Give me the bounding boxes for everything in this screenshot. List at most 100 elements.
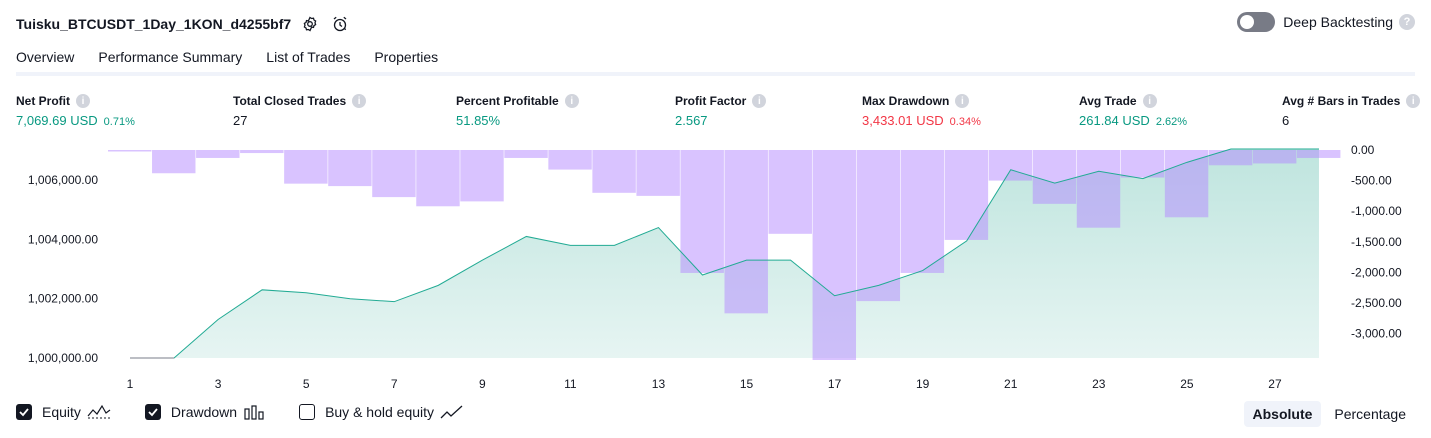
stat-percent: 0.71% xyxy=(103,116,135,128)
drawdown-bar[interactable] xyxy=(196,150,240,158)
info-icon[interactable]: i xyxy=(564,94,579,108)
drawdown-bar[interactable] xyxy=(284,150,328,184)
deep-backtesting-label: Deep Backtesting xyxy=(1283,14,1393,30)
stat-label: Total Closed Trades xyxy=(233,94,347,108)
stat-label: Percent Profitable xyxy=(456,94,559,108)
drawdown-checkbox[interactable] xyxy=(144,404,161,420)
stat-net-profit: Net Profit i 7,069.69 USD 0.71% xyxy=(16,94,135,128)
drawdown-bar[interactable] xyxy=(548,150,592,170)
x-tick-label: 5 xyxy=(303,377,310,391)
stat-label: Net Profit xyxy=(16,94,70,108)
tab-overview[interactable]: Overview xyxy=(16,44,75,76)
tab-performance-summary[interactable]: Performance Summary xyxy=(98,49,243,65)
drawdown-bar[interactable] xyxy=(812,150,857,360)
drawdown-bar[interactable] xyxy=(416,150,460,207)
drawdown-bar[interactable] xyxy=(1032,150,1077,204)
y-left-tick-label: 1,000,000.00 xyxy=(28,351,98,365)
drawdown-bar[interactable] xyxy=(1164,150,1209,218)
drawdown-bar[interactable] xyxy=(944,150,989,240)
x-tick-label: 13 xyxy=(652,377,666,391)
help-icon[interactable]: ? xyxy=(1399,14,1415,30)
drawdown-bar[interactable] xyxy=(240,150,284,154)
x-tick-label: 25 xyxy=(1180,377,1194,391)
x-tick-label: 11 xyxy=(564,377,577,391)
info-icon[interactable]: i xyxy=(76,94,90,108)
equity-line-icon xyxy=(87,404,111,420)
stat-avg-trade: Avg Trade i 261.84 USD 2.62% xyxy=(1079,94,1187,128)
drawdown-bar[interactable] xyxy=(460,150,504,202)
x-tick-label: 1 xyxy=(127,377,134,391)
drawdown-bar[interactable] xyxy=(1208,150,1253,166)
drawdown-bar[interactable] xyxy=(108,150,152,152)
buy-hold-line-icon xyxy=(440,404,464,420)
drawdown-bar[interactable] xyxy=(1252,150,1297,164)
drawdown-bar[interactable] xyxy=(372,150,416,198)
drawdown-bar[interactable] xyxy=(152,150,196,174)
drawdown-bar[interactable] xyxy=(636,150,680,196)
legend-buy-hold[interactable]: Buy & hold equity xyxy=(299,404,464,420)
drawdown-bar[interactable] xyxy=(724,150,768,314)
stat-label: Avg # Bars in Trades xyxy=(1282,94,1401,108)
stat-value: 3,433.01 USD xyxy=(862,113,944,128)
stat-value: 7,069.69 USD xyxy=(16,113,98,128)
x-tick-label: 21 xyxy=(1004,377,1018,391)
x-tick-label: 17 xyxy=(828,377,842,391)
y-right-tick-label: -2,000.00 xyxy=(1351,265,1402,279)
stat-max-drawdown: Max Drawdown i 3,433.01 USD 0.34% xyxy=(862,94,981,128)
strategy-name[interactable]: Tuisku_BTCUSDT_1Day_1KON_d4255bf7 xyxy=(16,16,292,32)
alarm-clock-icon[interactable] xyxy=(329,13,351,35)
drawdown-bar[interactable] xyxy=(328,150,372,187)
y-right-tick-label: -1,000.00 xyxy=(1351,204,1402,218)
info-icon[interactable]: i xyxy=(752,94,767,108)
drawdown-bar[interactable] xyxy=(900,150,945,273)
mode-percentage-button[interactable]: Percentage xyxy=(1334,406,1406,422)
buy-hold-checkbox[interactable] xyxy=(299,404,316,420)
tab-bar: Overview Performance Summary List of Tra… xyxy=(16,44,462,76)
stat-percent: 2.62% xyxy=(1155,116,1188,128)
info-icon[interactable]: i xyxy=(352,94,367,108)
info-icon[interactable]: i xyxy=(1406,94,1421,108)
stat-value: 261.84 USD xyxy=(1079,113,1150,128)
y-left-tick-label: 1,004,000.00 xyxy=(28,232,98,246)
info-icon[interactable]: i xyxy=(955,94,970,108)
legend-equity[interactable]: Equity xyxy=(16,404,111,420)
stat-label: Profit Factor xyxy=(675,94,747,108)
drawdown-bar[interactable] xyxy=(1076,150,1121,228)
drawdown-bar[interactable] xyxy=(680,150,724,273)
equity-checkbox[interactable] xyxy=(16,404,32,420)
x-tick-label: 3 xyxy=(215,377,222,391)
y-right-tick-label: -2,500.00 xyxy=(1351,296,1402,310)
x-tick-label: 9 xyxy=(479,377,486,391)
y-left-tick-label: 1,002,000.00 xyxy=(28,292,98,306)
drawdown-bar[interactable] xyxy=(504,150,548,158)
drawdown-bar[interactable] xyxy=(856,150,901,302)
strategy-header: Tuisku_BTCUSDT_1Day_1KON_d4255bf7 xyxy=(16,12,351,36)
y-right-tick-label: -3,000.00 xyxy=(1351,327,1402,341)
stat-value: 27 xyxy=(233,113,248,128)
stat-value: 6 xyxy=(1282,113,1290,128)
stat-percent: 0.34% xyxy=(949,116,981,128)
y-right-tick-label: -500.00 xyxy=(1351,174,1392,188)
stat-avg-bars-in-trades: Avg # Bars in Trades i 6 xyxy=(1282,94,1421,128)
stat-percent-profitable: Percent Profitable i 51.85% xyxy=(456,94,579,128)
stat-total-closed-trades: Total Closed Trades i 27 xyxy=(233,94,367,128)
drawdown-bar[interactable] xyxy=(592,150,636,193)
gear-icon[interactable] xyxy=(299,13,321,35)
tab-underline xyxy=(16,72,1415,76)
drawdown-bar[interactable] xyxy=(988,150,1033,181)
equity-line[interactable] xyxy=(130,148,1319,359)
x-tick-label: 23 xyxy=(1092,377,1106,391)
legend-label: Drawdown xyxy=(170,404,238,420)
x-tick-label: 19 xyxy=(916,377,930,391)
drawdown-bar[interactable] xyxy=(768,150,812,234)
mode-absolute-button[interactable]: Absolute xyxy=(1243,401,1322,427)
tab-list-of-trades[interactable]: List of Trades xyxy=(266,49,351,65)
drawdown-bar[interactable] xyxy=(1296,150,1341,158)
equity-drawdown-chart[interactable]: 1,000,000.00 1,002,000.00 1,004,000.00 1,00… xyxy=(0,140,1431,396)
info-icon[interactable]: i xyxy=(1142,94,1157,108)
x-tick-label: 15 xyxy=(740,377,754,391)
tab-properties[interactable]: Properties xyxy=(374,49,439,65)
deep-backtesting-toggle[interactable] xyxy=(1237,12,1276,32)
equity-area xyxy=(130,149,1319,358)
legend-drawdown[interactable]: Drawdown xyxy=(144,404,265,420)
